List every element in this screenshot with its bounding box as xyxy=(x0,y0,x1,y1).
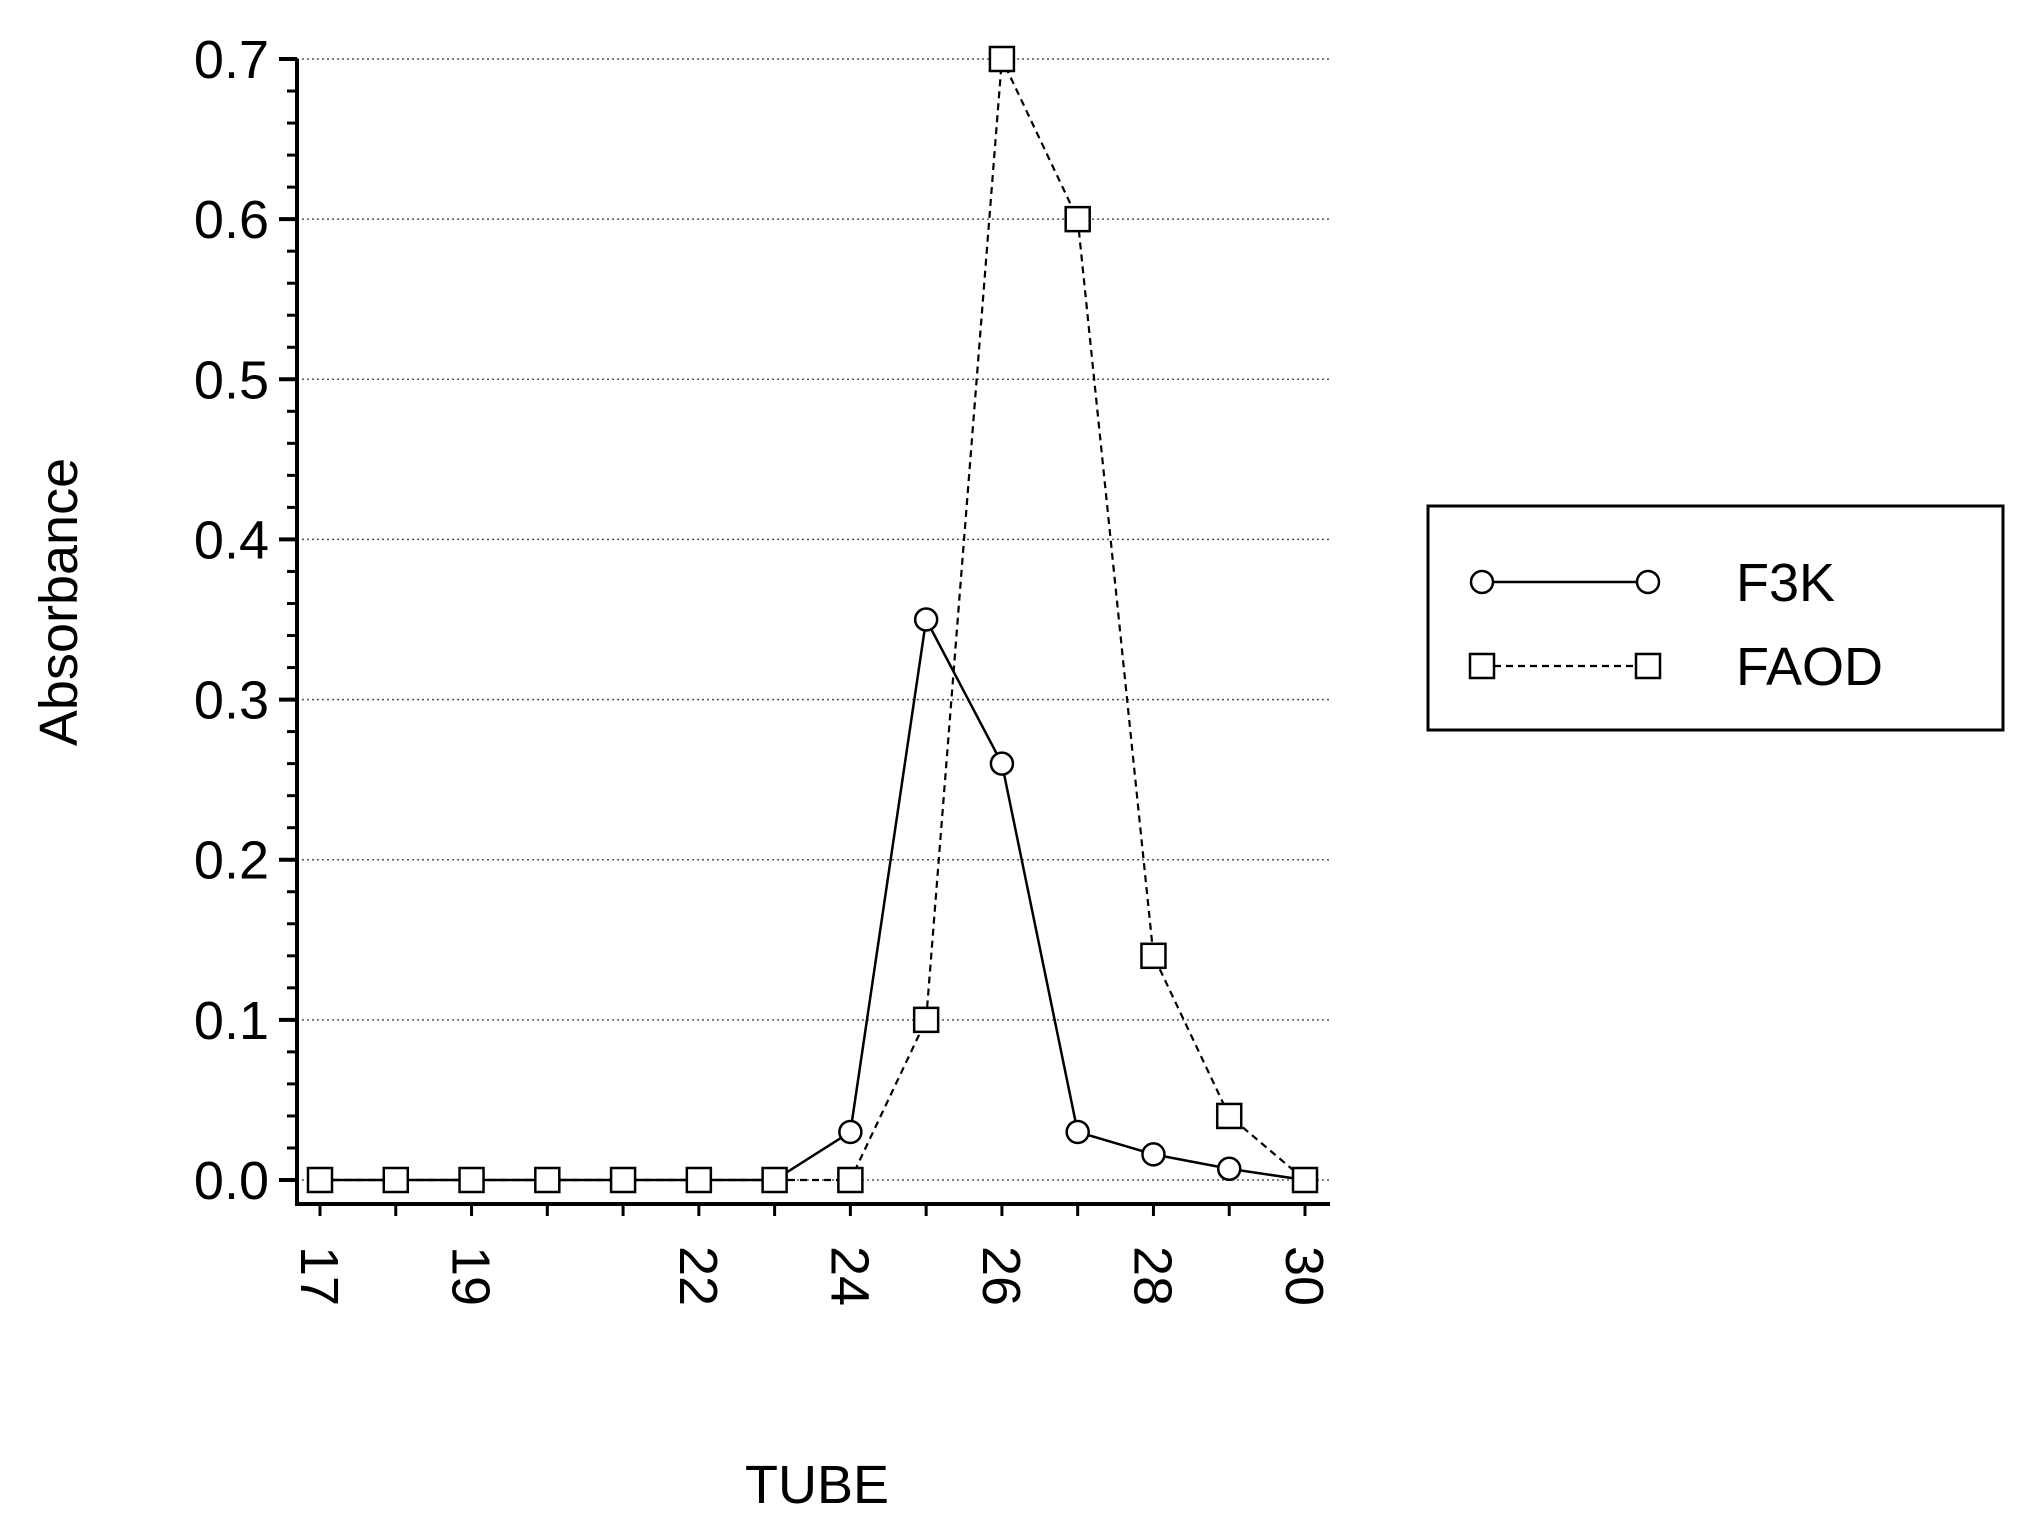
data-point-f3k xyxy=(989,751,1015,776)
legend-marker xyxy=(1635,569,1661,595)
x-tick-label: 30 xyxy=(1274,1246,1334,1306)
x-tick-label: 22 xyxy=(668,1246,728,1306)
legend-item-f3k: F3K xyxy=(1469,553,1835,613)
legend-marker xyxy=(1469,569,1495,595)
data-point-faod xyxy=(1215,1102,1243,1130)
data-point-faod xyxy=(306,1166,334,1194)
data-point-f3k xyxy=(1216,1156,1242,1182)
series-f3k xyxy=(307,607,1318,1193)
data-point-faod xyxy=(1140,942,1167,970)
data-point-faod xyxy=(609,1166,637,1194)
data-point-f3k xyxy=(913,607,939,632)
y-tick-label: 0.5 xyxy=(194,350,269,410)
x-tick-label: 28 xyxy=(1122,1246,1182,1306)
x-tick-label: 17 xyxy=(289,1246,349,1306)
data-point-faod xyxy=(458,1166,485,1194)
series-line-f3k xyxy=(320,615,1306,1182)
y-tick-label: 0.2 xyxy=(194,831,269,891)
data-point-f3k xyxy=(1065,1119,1090,1145)
x-tick-label: 26 xyxy=(971,1246,1031,1306)
data-point-faod xyxy=(761,1166,788,1194)
data-point-faod xyxy=(382,1166,410,1194)
legend: F3K FAOD xyxy=(1426,504,2005,732)
axis-ticks: 0.0 0.1 0.2 0.3 0.4 0.5 0.6 0.7 17 19 22 24 26 28 30 xyxy=(194,30,1334,1306)
y-tick-label: 0.4 xyxy=(194,510,269,570)
data-point-faod xyxy=(685,1166,713,1194)
legend-marker xyxy=(1634,652,1662,680)
data-series xyxy=(306,45,1319,1194)
axes xyxy=(295,59,1330,1206)
legend-box xyxy=(1426,504,2005,732)
legend-label: F3K xyxy=(1736,553,1835,613)
data-point-faod xyxy=(988,45,1016,73)
data-point-faod xyxy=(534,1166,561,1194)
y-tick-label: 0.7 xyxy=(194,30,269,90)
data-point-faod xyxy=(912,1006,940,1034)
legend-marker xyxy=(1468,652,1496,680)
data-point-f3k xyxy=(1141,1142,1166,1167)
series-faod xyxy=(306,45,1319,1194)
x-tick-label: 24 xyxy=(819,1246,879,1306)
data-point-faod xyxy=(837,1166,864,1194)
series-line-faod xyxy=(320,54,1306,1182)
y-tick-label: 0.6 xyxy=(194,190,269,250)
y-axis-label: Absorbance xyxy=(29,458,89,746)
y-tick-label: 0.0 xyxy=(194,1151,269,1211)
gridlines xyxy=(297,58,1330,1181)
x-tick-label: 19 xyxy=(441,1246,501,1306)
x-axis-label: TUBE xyxy=(745,1455,889,1515)
data-point-f3k xyxy=(838,1119,863,1145)
data-point-faod xyxy=(1064,205,1091,233)
y-tick-label: 0.3 xyxy=(194,671,269,731)
legend-label: FAOD xyxy=(1736,637,1883,697)
legend-item-faod: FAOD xyxy=(1468,637,1883,697)
data-point-faod xyxy=(1291,1166,1319,1194)
y-tick-label: 0.1 xyxy=(194,991,269,1051)
